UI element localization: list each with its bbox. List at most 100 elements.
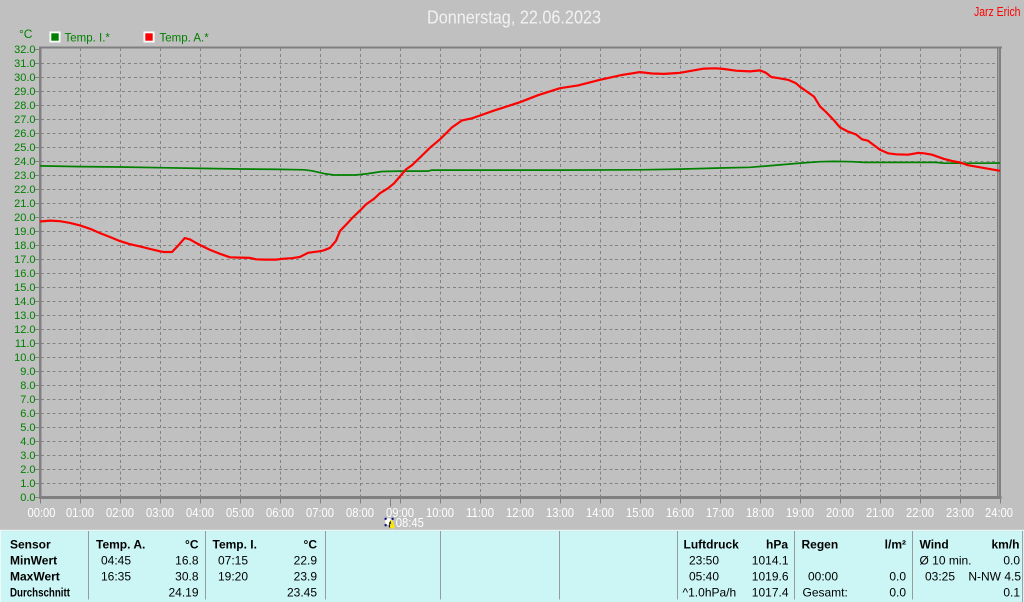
svg-text:1014.1: 1014.1 bbox=[752, 553, 789, 567]
svg-text:N-NW 4.5: N-NW 4.5 bbox=[968, 569, 1021, 583]
svg-text:21:00: 21:00 bbox=[866, 506, 894, 520]
svg-text:10.0: 10.0 bbox=[14, 352, 35, 364]
svg-text:km/h: km/h bbox=[991, 538, 1019, 552]
svg-text:08:00: 08:00 bbox=[346, 506, 374, 520]
svg-text:°C: °C bbox=[19, 27, 33, 41]
svg-text:15:00: 15:00 bbox=[626, 506, 654, 520]
svg-text:07:15: 07:15 bbox=[218, 553, 248, 567]
svg-text:20:00: 20:00 bbox=[826, 506, 854, 520]
svg-text:12.0: 12.0 bbox=[14, 324, 35, 336]
svg-text:4.0: 4.0 bbox=[20, 436, 35, 448]
svg-text:20.0: 20.0 bbox=[14, 212, 35, 224]
svg-text:25.0: 25.0 bbox=[14, 142, 35, 154]
svg-text:05:00: 05:00 bbox=[226, 506, 254, 520]
svg-text:24.0: 24.0 bbox=[14, 156, 35, 168]
svg-text:00:00: 00:00 bbox=[28, 506, 56, 520]
svg-text:09:00: 09:00 bbox=[386, 506, 414, 520]
svg-text:28.0: 28.0 bbox=[14, 100, 35, 112]
svg-text:Regen: Regen bbox=[802, 538, 839, 552]
svg-text:MaxWert: MaxWert bbox=[10, 569, 60, 583]
svg-text:17.0: 17.0 bbox=[14, 254, 35, 266]
svg-text:11.0: 11.0 bbox=[15, 338, 36, 350]
svg-text:Luftdruck: Luftdruck bbox=[684, 538, 740, 552]
svg-text:24:00: 24:00 bbox=[985, 506, 1013, 520]
svg-text:05:40: 05:40 bbox=[689, 569, 719, 583]
svg-text:13:00: 13:00 bbox=[546, 506, 574, 520]
svg-text:12:00: 12:00 bbox=[506, 506, 534, 520]
svg-text:19.0: 19.0 bbox=[14, 226, 35, 238]
svg-text:Donnerstag, 22.06.2023: Donnerstag, 22.06.2023 bbox=[427, 8, 601, 28]
svg-text:Jarz Erich: Jarz Erich bbox=[974, 5, 1021, 19]
svg-text:32.0: 32.0 bbox=[14, 44, 35, 56]
svg-text:19:20: 19:20 bbox=[218, 569, 248, 583]
svg-text:04:45: 04:45 bbox=[101, 553, 131, 567]
svg-text:04:00: 04:00 bbox=[186, 506, 214, 520]
svg-text:10:00: 10:00 bbox=[426, 506, 454, 520]
svg-text:07:00: 07:00 bbox=[306, 506, 334, 520]
svg-text:16.0: 16.0 bbox=[14, 268, 35, 280]
svg-text:23.0: 23.0 bbox=[14, 170, 35, 182]
svg-text:MinWert: MinWert bbox=[10, 553, 57, 567]
svg-text:1019.6: 1019.6 bbox=[752, 569, 789, 583]
svg-text:6.0: 6.0 bbox=[20, 408, 35, 420]
svg-text:03:00: 03:00 bbox=[146, 506, 174, 520]
svg-text:22.0: 22.0 bbox=[14, 184, 35, 196]
svg-text:23:50: 23:50 bbox=[689, 553, 719, 567]
svg-text:22.9: 22.9 bbox=[294, 553, 318, 567]
svg-text:°C: °C bbox=[304, 538, 318, 552]
svg-text:Ø 10 min.: Ø 10 min. bbox=[920, 553, 972, 567]
svg-text:31.0: 31.0 bbox=[14, 58, 35, 70]
svg-text:0.1: 0.1 bbox=[1003, 585, 1020, 599]
svg-text:7.0: 7.0 bbox=[20, 394, 35, 406]
svg-text:24.19: 24.19 bbox=[168, 585, 198, 599]
svg-text:2.0: 2.0 bbox=[20, 464, 35, 476]
svg-text:0.0: 0.0 bbox=[1003, 553, 1020, 567]
svg-text:21.0: 21.0 bbox=[14, 198, 35, 210]
svg-text:30.0: 30.0 bbox=[14, 72, 35, 84]
svg-text:0.0: 0.0 bbox=[889, 569, 906, 583]
svg-text:5.0: 5.0 bbox=[20, 422, 35, 434]
svg-text:Temp. A.*: Temp. A.* bbox=[160, 33, 210, 45]
svg-text:15.0: 15.0 bbox=[14, 282, 35, 294]
svg-text:0.0: 0.0 bbox=[20, 492, 35, 504]
svg-text:^1.0hPa/h: ^1.0hPa/h bbox=[683, 585, 737, 599]
svg-text:22:00: 22:00 bbox=[906, 506, 934, 520]
svg-text:8.0: 8.0 bbox=[20, 380, 35, 392]
svg-text:hPa: hPa bbox=[766, 538, 788, 552]
svg-text:l/m²: l/m² bbox=[885, 538, 906, 552]
svg-text:Temp. A.: Temp. A. bbox=[96, 538, 145, 552]
svg-text:02:00: 02:00 bbox=[106, 506, 134, 520]
svg-text:°C: °C bbox=[185, 538, 199, 552]
svg-text:13.0: 13.0 bbox=[14, 310, 35, 322]
svg-text:27.0: 27.0 bbox=[14, 114, 35, 126]
svg-text:18.0: 18.0 bbox=[14, 240, 35, 252]
svg-text:1017.4: 1017.4 bbox=[752, 585, 789, 599]
svg-text:Wind: Wind bbox=[920, 538, 949, 552]
svg-text:16.8: 16.8 bbox=[175, 553, 199, 567]
svg-text:23.45: 23.45 bbox=[287, 585, 317, 599]
svg-text:Temp. I.*: Temp. I.* bbox=[65, 33, 111, 45]
svg-text:14.0: 14.0 bbox=[14, 296, 35, 308]
svg-text:Sensor: Sensor bbox=[10, 538, 51, 552]
svg-text:08:45: 08:45 bbox=[396, 516, 424, 530]
svg-text:3.0: 3.0 bbox=[20, 450, 35, 462]
svg-text:06:00: 06:00 bbox=[266, 506, 294, 520]
svg-text:26.0: 26.0 bbox=[14, 128, 35, 140]
svg-text:Temp. I.: Temp. I. bbox=[213, 538, 257, 552]
svg-text:16:00: 16:00 bbox=[666, 506, 694, 520]
svg-text:29.0: 29.0 bbox=[14, 86, 35, 98]
svg-text:01:00: 01:00 bbox=[66, 506, 94, 520]
svg-text:18:00: 18:00 bbox=[746, 506, 774, 520]
svg-text:23.9: 23.9 bbox=[294, 569, 318, 583]
svg-text:11:00: 11:00 bbox=[466, 506, 494, 520]
svg-text:00:00: 00:00 bbox=[808, 569, 838, 583]
svg-text:19:00: 19:00 bbox=[786, 506, 814, 520]
svg-text:0.0: 0.0 bbox=[889, 585, 906, 599]
svg-text:30.8: 30.8 bbox=[175, 569, 199, 583]
svg-text:17:00: 17:00 bbox=[706, 506, 734, 520]
svg-text:Gesamt:: Gesamt: bbox=[803, 585, 848, 599]
svg-text:1.0: 1.0 bbox=[20, 478, 35, 490]
svg-text:14:00: 14:00 bbox=[586, 506, 614, 520]
svg-text:16:35: 16:35 bbox=[101, 569, 131, 583]
svg-text:Durchschnitt: Durchschnitt bbox=[10, 585, 70, 599]
